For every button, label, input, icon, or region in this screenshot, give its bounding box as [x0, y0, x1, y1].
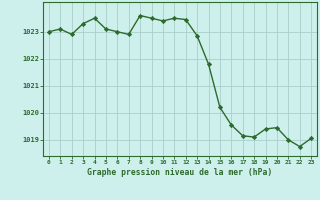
- X-axis label: Graphe pression niveau de la mer (hPa): Graphe pression niveau de la mer (hPa): [87, 168, 273, 177]
